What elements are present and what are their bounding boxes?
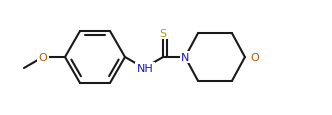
Text: O: O bbox=[39, 53, 47, 62]
Text: S: S bbox=[160, 29, 167, 39]
Text: N: N bbox=[181, 53, 189, 62]
Text: NH: NH bbox=[137, 63, 153, 73]
Text: O: O bbox=[250, 53, 259, 62]
